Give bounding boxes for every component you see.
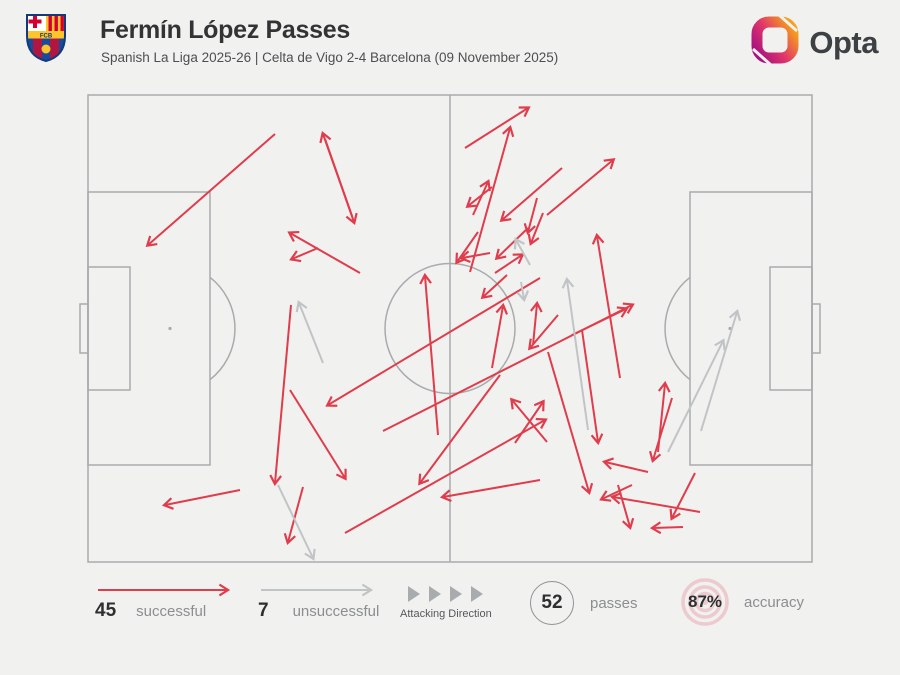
pass-arrow	[289, 247, 319, 263]
pass-arrow	[325, 277, 541, 407]
accuracy-target-icon: 87%	[680, 577, 730, 627]
pass-arrow	[161, 489, 241, 510]
passes-count-badge: 52	[530, 581, 574, 625]
pass-arrow	[419, 272, 439, 436]
accuracy-value: 87%	[687, 592, 723, 611]
unsuccessful-count: 7	[258, 600, 269, 621]
pass-arrow	[561, 276, 589, 431]
pass-arrow	[513, 237, 531, 266]
pass-arrow	[649, 521, 684, 535]
pass-arrow	[523, 197, 538, 236]
pitch-lines	[79, 94, 821, 563]
pass-arrow	[547, 351, 594, 496]
fc-barcelona-crest-icon: FCB	[24, 12, 68, 69]
pass-arrow	[609, 491, 701, 513]
pass-arrow	[648, 397, 673, 463]
pass-arrow	[464, 106, 531, 149]
pass-arrow	[571, 306, 629, 336]
pass-arrow	[601, 457, 649, 473]
pass-arrow	[472, 179, 491, 216]
opta-logo-icon	[749, 13, 801, 71]
match-subtitle: Spanish La Liga 2025-26 | Celta de Vigo …	[101, 50, 559, 65]
pass-arrow	[145, 133, 276, 248]
accuracy-label: accuracy	[744, 593, 805, 611]
unsuccessful-label: unsuccessful	[292, 603, 380, 620]
pass-arrow	[527, 314, 559, 351]
pass-arrow	[491, 302, 509, 369]
pass-arrow	[418, 374, 501, 486]
pass-arrow	[295, 300, 324, 364]
pass-arrow	[287, 230, 361, 274]
pass-arrow	[319, 131, 353, 217]
pass-arrow	[269, 304, 292, 487]
pass-arrow	[667, 338, 726, 453]
pass-arrow	[514, 399, 545, 444]
legend-attacking-direction: Attacking Direction	[400, 586, 492, 620]
pass-arrow	[700, 309, 742, 432]
pass-arrow	[591, 232, 621, 379]
pass-arrow	[527, 212, 544, 246]
svg-text:FCB: FCB	[40, 33, 53, 39]
pass-arrows	[145, 106, 742, 561]
pass-arrow	[617, 484, 635, 531]
pass-arrow	[669, 472, 696, 521]
attacking-direction-icon	[408, 586, 484, 602]
successful-arrow-icon	[98, 583, 231, 597]
passes-label: passes	[590, 594, 638, 612]
pass-arrow	[480, 274, 508, 300]
pass-arrow	[494, 253, 525, 274]
opta-logo: Opta	[749, 13, 878, 71]
pass-arrow	[581, 329, 604, 446]
pass-arrow	[494, 227, 529, 261]
pass-arrow	[277, 484, 316, 561]
pass-arrow	[439, 479, 541, 503]
passes-count: 52	[541, 592, 563, 613]
legend-accuracy: 87% accuracy	[680, 577, 804, 627]
legend-passes: 52 passes	[530, 581, 638, 625]
pass-arrow	[465, 186, 493, 208]
legend-unsuccessful: 7 unsuccessful	[258, 582, 388, 622]
pass-arrow	[289, 389, 347, 481]
successful-label: successful	[136, 603, 207, 620]
successful-count: 45	[95, 600, 117, 621]
pass-arrow	[546, 157, 616, 216]
legend-successful: 45 successful	[95, 582, 245, 622]
attacking-direction-label: Attacking Direction	[400, 608, 492, 620]
pass-arrow	[344, 417, 548, 534]
opta-wordmark: Opta	[809, 24, 878, 60]
pass-arrow	[516, 281, 530, 303]
pass-arrow	[283, 486, 304, 546]
unsuccessful-arrow-icon	[261, 583, 374, 597]
pass-arrow	[499, 167, 563, 223]
pass-arrow	[530, 300, 543, 346]
header: FCB Fermín López Passes Spanish La Liga …	[0, 0, 900, 84]
page-title: Fermín López Passes	[100, 16, 350, 44]
pass-arrow	[458, 250, 491, 264]
pass-arrow	[469, 124, 515, 273]
